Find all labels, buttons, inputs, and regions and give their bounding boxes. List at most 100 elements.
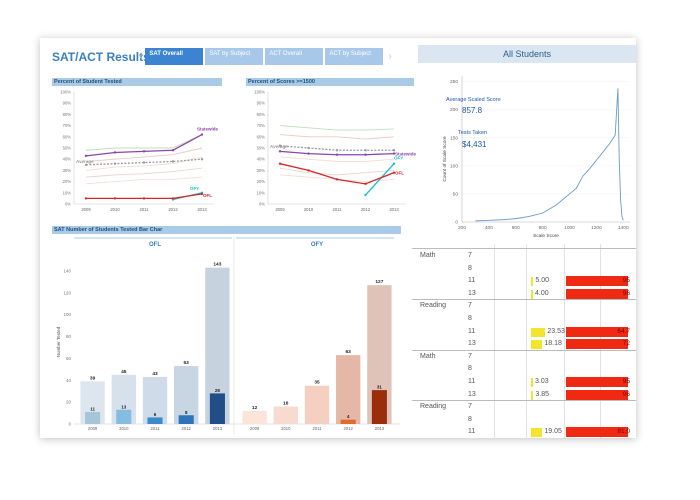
series-point	[335, 178, 339, 181]
y-tick-label: 10%	[63, 190, 72, 195]
series-line	[85, 156, 203, 171]
series-line	[279, 167, 395, 176]
bar-total	[174, 366, 199, 424]
y-tick-label: 60	[66, 356, 72, 361]
y-tick-label: 0%	[259, 202, 265, 207]
y-tick-label: 100%	[60, 90, 71, 95]
grade-label: 7	[468, 403, 472, 411]
percent-bar	[531, 327, 546, 337]
bar-total-label: 53	[184, 360, 190, 366]
y-tick-label: 40%	[257, 157, 266, 162]
series-point	[113, 197, 117, 200]
bar-total	[242, 410, 267, 424]
x-tick-label: 2009	[81, 207, 91, 212]
grade-label: 8	[468, 415, 472, 423]
y-tick-label: 200	[450, 107, 458, 113]
series-point	[142, 150, 146, 153]
subject-label: Reading	[420, 302, 447, 310]
prev-arrow-icon[interactable]: ‹	[139, 51, 143, 62]
scale-score-chart: 0 50 100 150 200 250 200 400 600 800 1000 1200 1400 S…	[442, 76, 630, 239]
table-row: 13 3.85 96	[412, 389, 636, 402]
percent-value: 4.00	[535, 289, 549, 297]
y-tick-label: 140	[63, 268, 71, 273]
series-label: Average	[76, 159, 94, 164]
series-point	[278, 150, 282, 153]
y-tick-label: 20%	[257, 179, 266, 184]
y-tick-label: 50%	[257, 146, 266, 151]
grade-label: 8	[468, 315, 472, 322]
score-value: 96	[622, 390, 630, 398]
bar-total-label: 12	[252, 405, 258, 411]
y-tick-label: 150	[450, 135, 458, 141]
y-tick-label: 40%	[63, 157, 72, 162]
percent-bar	[531, 277, 534, 287]
series-label: OFY	[394, 156, 403, 161]
dashboard-frame: SAT/ACT Results ‹ SAT Overall SAT by Sub…	[40, 38, 636, 438]
series-point	[113, 162, 117, 165]
y-tick-label: 60%	[63, 134, 72, 139]
grade-label: 7	[468, 302, 472, 310]
grade-label: 13	[468, 390, 476, 398]
x-tick-label: 2010	[110, 207, 120, 212]
x-tick-label: 2012	[344, 426, 354, 431]
x-tick-label: 2011	[332, 207, 342, 212]
bar-total-label: 63	[346, 349, 352, 355]
series-point	[84, 163, 88, 166]
y-tick-label: 90%	[257, 101, 266, 106]
grade-label: 8	[468, 264, 472, 272]
subject-label: Reading	[420, 403, 447, 411]
bar-inner-label: 8	[185, 410, 188, 415]
bar-inner-label: 28	[215, 388, 221, 393]
grade-label: 7	[468, 352, 472, 360]
bar-inner-label: 31	[377, 385, 383, 390]
score-distribution-line	[475, 88, 624, 222]
y-tick-label: 20	[66, 400, 72, 405]
students-tested-bar-chart: 0 20 40 60 80 100 120 140 Number Tested OFL 39 11 20…	[56, 237, 400, 434]
table-row: Reading 7	[412, 300, 636, 313]
y-tick-label: 100	[63, 312, 71, 317]
series-label: OFL	[395, 171, 404, 176]
next-arrow-icon[interactable]: ›	[388, 51, 392, 62]
percent-value: 3.85	[535, 390, 550, 398]
percent-bar	[531, 378, 533, 387]
tab-act-overall[interactable]: ACT Overall	[265, 48, 324, 65]
series-point	[84, 197, 88, 200]
series-line	[85, 147, 203, 162]
percent-tested-chart: 0% 10% 20% 30% 40% 50% 60% 70% 80% 90% 100% 2009 201…	[60, 90, 218, 213]
bar-inner	[147, 417, 163, 424]
table-row: 8	[412, 263, 636, 276]
tab-sat-by-subject[interactable]: SAT by Subject	[205, 48, 264, 65]
x-tick-label: 2012	[182, 426, 192, 431]
y-tick-label: 120	[63, 290, 71, 295]
table-row: 8	[412, 414, 636, 427]
all-students-title: All Students	[418, 45, 636, 63]
bar-total-label: 143	[213, 262, 221, 268]
y-tick-label: 0%	[65, 202, 71, 207]
y-tick-label: 60%	[257, 134, 266, 139]
bar-inner	[178, 415, 194, 424]
table-row: 11 23.53 64.7	[412, 326, 636, 339]
x-tick-label: 1400	[618, 225, 629, 231]
series-point	[364, 182, 367, 186]
series-label: OFY	[190, 186, 199, 191]
bar-inner	[371, 390, 387, 424]
tab-act-by-subject[interactable]: ACT by Subject	[325, 48, 384, 65]
y-tick-label: 70%	[63, 123, 72, 128]
percent-bar	[531, 428, 543, 438]
series-point	[364, 149, 367, 152]
series-point	[113, 151, 117, 154]
tab-sat-overall[interactable]: SAT Overall	[145, 48, 204, 65]
grade-label: 8	[468, 365, 472, 373]
x-tick-label: 2012	[168, 207, 178, 212]
y-axis-label: Count of Scale Score	[442, 136, 448, 182]
series-point	[200, 133, 204, 136]
grade-label: 7	[468, 252, 472, 259]
grade-label: 13	[468, 289, 476, 297]
series-line	[85, 167, 203, 178]
y-tick-label: 30%	[63, 168, 72, 173]
bar-inner-label: 11	[90, 406, 95, 411]
score-bar	[566, 389, 628, 400]
group-separator	[412, 299, 636, 301]
score-bar	[566, 326, 628, 337]
series-point	[392, 152, 396, 155]
